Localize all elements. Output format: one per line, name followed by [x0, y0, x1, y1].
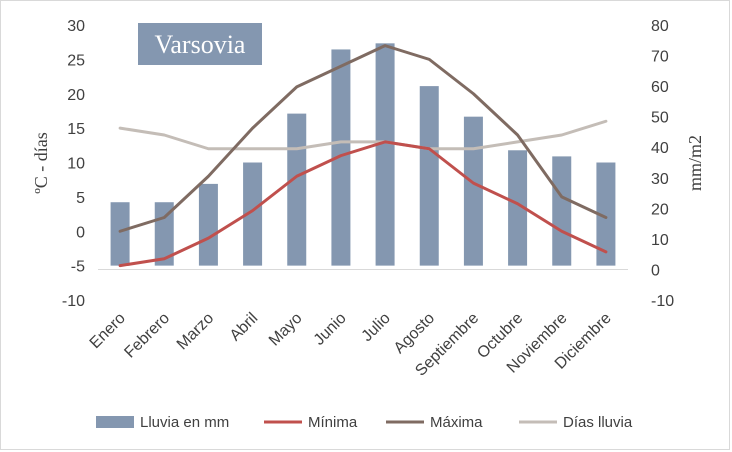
y-right-tick-label: 60 — [651, 79, 669, 96]
x-tick-label: Julio — [359, 310, 394, 345]
legend: Lluvia en mm Mínima Máxima Días lluvia — [96, 414, 633, 431]
bar-rain — [375, 43, 395, 266]
y-axis-left-title: ºC - días — [31, 132, 51, 194]
y-right-tick-label: 30 — [651, 171, 669, 188]
x-tick-label: Febrero — [121, 310, 173, 362]
legend-label: Días lluvia — [563, 414, 633, 431]
y-left-tick-label: 25 — [67, 52, 85, 69]
x-tick-label: Mayo — [266, 310, 306, 350]
bar-rain — [463, 116, 483, 266]
x-tick-label: Marzo — [174, 310, 218, 354]
y-right-tick-label: -10 — [651, 293, 674, 310]
y-left-tick-label: 15 — [67, 121, 85, 138]
x-tick-label: Junio — [311, 310, 350, 349]
y-left-tick-label: 10 — [67, 156, 85, 173]
y-right-tick-label: 80 — [651, 18, 669, 35]
y-left-tick-label: -5 — [71, 259, 85, 276]
chart-title: Varsovia — [155, 30, 246, 59]
y-axis-right-title: mm/m2 — [685, 135, 705, 191]
y-left-tick-label: 20 — [67, 87, 85, 104]
x-tick-label: Enero — [87, 310, 129, 352]
line-dias-lluvia — [118, 119, 608, 151]
title-badge: Varsovia — [138, 23, 262, 65]
x-tick-label: Abril — [227, 310, 262, 345]
bar-rain — [419, 86, 439, 266]
y-axis-right-ticks: -10 0 10 20 30 40 50 60 70 80 — [651, 18, 674, 310]
bar-rain — [110, 202, 130, 266]
bar-rain — [198, 183, 218, 266]
bar-rain — [596, 162, 616, 266]
y-left-tick-label: 0 — [76, 224, 85, 241]
y-right-tick-label: 0 — [651, 262, 660, 279]
y-right-tick-label: 50 — [651, 110, 669, 127]
y-left-tick-label: 30 — [67, 18, 85, 35]
y-axis-left-ticks: -10 -5 0 5 10 15 20 25 30 — [62, 18, 85, 310]
legend-label: Mínima — [308, 414, 358, 431]
bar-rain — [508, 150, 528, 266]
y-left-tick-label: -10 — [62, 293, 85, 310]
y-right-tick-label: 70 — [651, 49, 669, 66]
bar-series-rain — [110, 43, 616, 266]
line-minima — [118, 140, 608, 268]
y-right-tick-label: 10 — [651, 232, 669, 249]
bar-rain — [331, 49, 351, 266]
bar-rain — [243, 162, 263, 266]
y-right-tick-label: 40 — [651, 140, 669, 157]
title-badge-background — [138, 23, 262, 65]
line-maxima — [118, 44, 608, 233]
bar-rain — [287, 113, 307, 266]
y-right-tick-label: 20 — [651, 201, 669, 218]
bar-rain — [552, 156, 572, 266]
legend-label: Máxima — [430, 414, 483, 431]
legend-swatch — [96, 416, 134, 428]
y-left-tick-label: 5 — [76, 190, 85, 207]
legend-label: Lluvia en mm — [140, 414, 229, 431]
line-series-group — [118, 44, 608, 268]
